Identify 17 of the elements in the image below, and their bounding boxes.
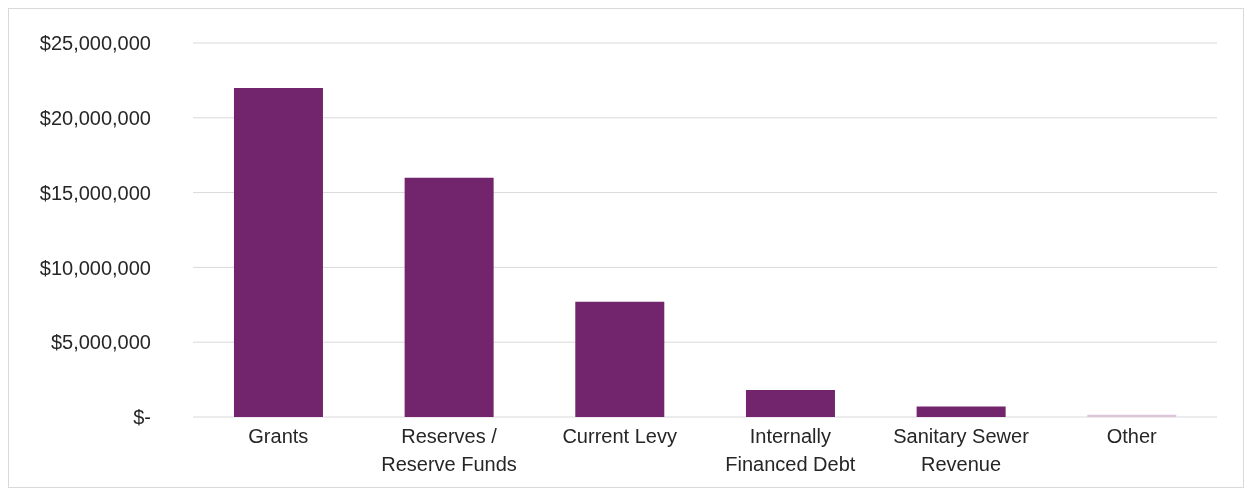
bar [745,390,835,417]
y-tick-label: $- [133,406,151,429]
x-tick-label: Grants [248,425,309,447]
y-tick-label: $5,000,000 [50,331,151,354]
bar [233,87,323,417]
y-tick-label: $25,000,000 [39,32,151,55]
x-tick-label: Reserves / Reserve Funds [381,425,517,475]
x-tick-label: Sanitary Sewer Revenue [893,425,1030,475]
y-tick-label: $10,000,000 [39,256,151,279]
bar [916,406,1006,417]
bar [404,177,494,417]
bar [575,301,665,417]
y-tick-label: $15,000,000 [39,181,151,204]
x-tick-label: Current Levy [562,425,677,447]
x-tick-label: Other [1106,425,1158,447]
y-tick-label: $20,000,000 [39,106,151,129]
x-tick-label: Internally Financed Debt [725,425,856,475]
